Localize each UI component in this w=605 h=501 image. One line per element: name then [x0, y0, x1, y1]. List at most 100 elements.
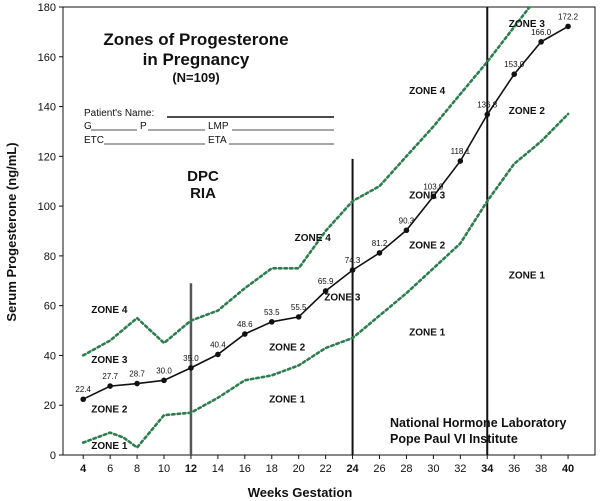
form-patient-name-label: Patient's Name: [84, 108, 154, 119]
data-point [484, 111, 491, 118]
x-tick-label: 12 [185, 463, 197, 475]
x-tick-label: 6 [107, 463, 113, 475]
form-eta-label: ETA [208, 135, 227, 146]
y-tick-label: 100 [38, 201, 56, 213]
zone-label: ZONE 3 [409, 191, 446, 202]
data-point [268, 319, 275, 325]
data-label: 166.0 [531, 28, 552, 37]
zone-label: ZONE 3 [324, 293, 361, 304]
x-tick-label: 26 [373, 463, 385, 475]
data-point [403, 227, 410, 234]
data-point [430, 193, 437, 200]
data-point [80, 396, 87, 403]
x-tick-label: 28 [400, 463, 412, 475]
data-point [349, 267, 356, 273]
zone-label: ZONE 3 [91, 355, 128, 366]
y-axis-title: Serum Progesterone (ng/mL) [4, 142, 19, 321]
data-point [376, 250, 383, 256]
data-point [215, 351, 221, 358]
zone-label: ZONE 4 [409, 86, 446, 97]
data-label: 53.5 [264, 308, 280, 317]
data-label: 28.7 [129, 370, 145, 379]
form-g-label: G [84, 121, 92, 132]
data-label: 103.9 [423, 182, 444, 191]
data-point [295, 314, 302, 320]
x-tick-label: 14 [212, 463, 224, 475]
data-label: 90.3 [399, 216, 415, 225]
data-point [457, 158, 464, 164]
zone-label: ZONE 1 [509, 270, 546, 281]
y-tick-label: 40 [44, 350, 56, 362]
y-tick-label: 120 [38, 151, 56, 163]
zone-label: ZONE 4 [295, 233, 332, 244]
y-tick-label: 20 [44, 400, 56, 412]
x-tick-label: 22 [320, 463, 332, 475]
x-tick-label: 36 [508, 463, 520, 475]
x-tick-label: 24 [346, 463, 359, 475]
x-tick-label: 34 [481, 463, 494, 475]
data-point [565, 23, 571, 30]
data-label: 153.0 [504, 60, 525, 69]
lab-credit-line1: National Hormone Laboratory [390, 416, 566, 430]
zone-label: ZONE 2 [509, 106, 546, 117]
form-lmp-label: LMP [208, 121, 229, 132]
chart-subtitle: (N=109) [172, 70, 219, 85]
y-tick-label: 80 [44, 251, 56, 263]
data-point [242, 331, 248, 337]
data-label: 27.7 [102, 372, 118, 381]
data-point [161, 377, 167, 384]
x-tick-label: 38 [535, 463, 547, 475]
plot-area: 0 20 40 60 80 100 120 140 160 180 4 6 8 10 12 14 16 18 20 2… [38, 2, 596, 475]
form-p-label: P [140, 121, 147, 132]
lab-credit-line2: Pope Paul VI Institute [390, 432, 518, 446]
data-point [511, 71, 517, 77]
x-tick-label: 4 [80, 463, 87, 475]
data-label: 81.2 [372, 239, 388, 248]
data-label: 136.8 [477, 101, 498, 110]
zone-label: ZONE 2 [409, 240, 446, 251]
zone-label: ZONE 3 [509, 19, 546, 30]
data-label: 35.0 [183, 354, 199, 363]
data-point [322, 288, 329, 294]
zone-label: ZONE 1 [409, 328, 446, 339]
y-tick-label: 180 [38, 2, 56, 14]
y-tick-label: 140 [38, 102, 56, 114]
x-tick-label: 32 [454, 463, 466, 475]
data-label: 65.9 [318, 277, 334, 286]
series-group [80, 7, 571, 450]
x-tick-label: 20 [293, 463, 305, 475]
chart-title-line2: in Pregnancy [143, 50, 250, 69]
y-tick-label: 0 [50, 450, 56, 462]
x-tick-label: 8 [134, 463, 140, 475]
plot-frame [62, 6, 596, 456]
data-label: 40.4 [210, 340, 226, 349]
data-label: 22.4 [75, 385, 91, 394]
chart-title: Zones of Progesterone [103, 30, 288, 49]
zone-label: ZONE 2 [91, 405, 128, 416]
method-label-dpc: DPC [187, 168, 219, 185]
x-tick-label: 30 [427, 463, 439, 475]
zone-label: ZONE 1 [91, 441, 128, 452]
data-point [134, 380, 140, 387]
median-line [82, 25, 569, 400]
data-label: 74.3 [345, 256, 361, 265]
y-tick-label: 60 [44, 301, 56, 313]
x-tick-label: 18 [266, 463, 278, 475]
x-tick-label: 10 [158, 463, 170, 475]
data-point [107, 383, 113, 389]
zone-label: ZONE 1 [269, 395, 306, 406]
y-tick-label: 160 [38, 52, 56, 64]
zone-label: ZONE 2 [269, 342, 306, 353]
data-label: 118.1 [451, 147, 471, 156]
zone-label: ZONE 4 [91, 305, 128, 316]
data-label: 30.0 [156, 366, 172, 375]
zone-boundary-line [81, 7, 532, 357]
zone-boundary-line [81, 112, 570, 450]
data-label: 172.2 [558, 12, 579, 21]
form-etc-label: ETC [84, 135, 104, 146]
patient-form: Patient's Name: G P LMP ETC ETA [84, 108, 334, 146]
data-point [538, 39, 544, 45]
data-point [188, 365, 194, 371]
